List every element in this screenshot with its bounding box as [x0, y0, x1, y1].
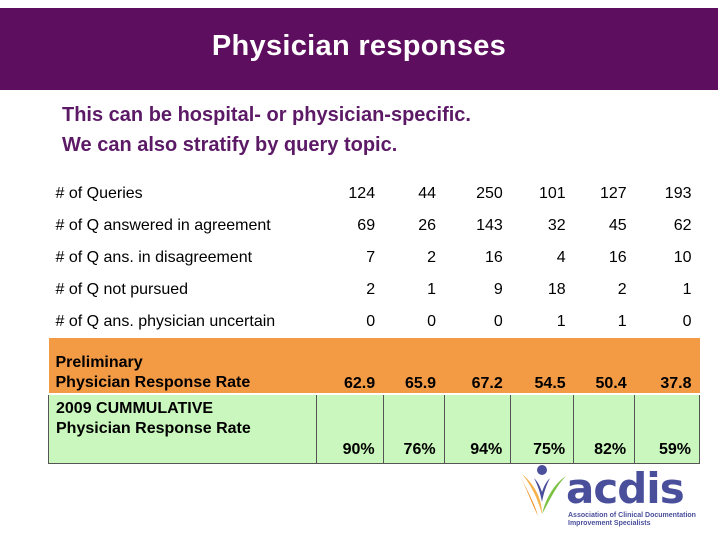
table-cell: 16 — [484, 249, 503, 266]
table-cell: 193 — [664, 185, 692, 202]
table-row: # of Q not pursued 2 1 9 18 2 1 — [49, 274, 700, 306]
table-cell: 0 — [427, 313, 437, 330]
cumulative-rate-cell: 59% — [634, 393, 700, 464]
acdis-logo: acdis Association of Clinical Documentat… — [512, 462, 712, 534]
row-label: # of Q ans. physician uncertain — [55, 313, 276, 330]
table-cell: 9 — [493, 281, 503, 298]
cumulative-rate-cell: 94% — [443, 393, 511, 464]
preliminary-rate-cell: 54.5 — [510, 338, 574, 394]
cumulative-label-line-2: Physician Response Rate — [56, 420, 251, 437]
subtitle: This can be hospital- or physician-speci… — [62, 100, 471, 160]
table-cell: 16 — [608, 249, 627, 266]
preliminary-rate-cell: 37.8 — [634, 338, 700, 394]
table-cell: 62 — [673, 217, 692, 234]
table-cell: 143 — [476, 217, 503, 234]
table-cell: 10 — [673, 249, 692, 266]
table-cell: 44 — [418, 185, 437, 202]
cumulative-rate-cell: 76% — [382, 393, 445, 464]
preliminary-label-line-2: Physician Response Rate — [55, 374, 251, 391]
table-cell: 250 — [476, 185, 503, 202]
table-cell: 2 — [617, 281, 627, 298]
preliminary-rate-cell: 50.4 — [573, 338, 635, 394]
table-cell: 1 — [682, 281, 692, 298]
preliminary-rate-cell: 62.9 — [316, 338, 384, 394]
cumulative-rate-cell: 75% — [510, 393, 574, 464]
table-row: # of Q answered in agreement 69 26 143 3… — [49, 210, 700, 242]
table-row: # of Queries 124 44 250 101 127 193 — [49, 178, 700, 210]
row-label: # of Queries — [55, 185, 143, 202]
logo-wordmark: acdis — [566, 464, 685, 513]
table-cell: 1 — [427, 281, 437, 298]
table-cell: 2 — [427, 249, 437, 266]
preliminary-rate-row: Preliminary Physician Response Rate 62.9… — [48, 338, 700, 394]
table-cell: 124 — [348, 185, 376, 202]
table-cell: 7 — [366, 249, 376, 266]
cumulative-rate-cell: 90% — [315, 393, 384, 464]
table-cell: 1 — [556, 313, 566, 330]
table-cell: 0 — [366, 313, 376, 330]
cumulative-rate-cell: 82% — [573, 393, 635, 464]
table-cell: 4 — [556, 249, 566, 266]
acdis-swoosh-icon — [520, 465, 566, 516]
physician-responses-table: # of Queries 124 44 250 101 127 193 # of… — [48, 178, 700, 464]
row-label: # of Q ans. in disagreement — [55, 249, 253, 266]
table-cell: 32 — [547, 217, 566, 234]
preliminary-rate-cell: 65.9 — [383, 338, 445, 394]
table-cell: 26 — [418, 217, 437, 234]
table-row: # of Q ans. physician uncertain 0 0 0 1 … — [49, 306, 700, 338]
title-bar: Physician responses — [0, 8, 718, 90]
table-cell: 1 — [617, 313, 627, 330]
page-title: Physician responses — [211, 29, 507, 62]
row-label: # of Q answered in agreement — [55, 217, 271, 234]
subtitle-line-2: We can also stratify by query topic. — [62, 134, 398, 156]
preliminary-label-line-1: Preliminary — [55, 354, 143, 371]
cumulative-rate-label: 2009 CUMMULATIVE Physician Response Rate — [48, 393, 317, 464]
preliminary-rate-cell: 67.2 — [444, 338, 511, 394]
table-cell: 2 — [366, 281, 376, 298]
preliminary-rate-label: Preliminary Physician Response Rate — [48, 338, 317, 394]
table-cell: 127 — [599, 185, 627, 202]
table-cell: 0 — [493, 313, 503, 330]
table-cell: 18 — [547, 281, 566, 298]
table-cell: 45 — [608, 217, 627, 234]
table-cell: 0 — [682, 313, 692, 330]
table-cell: 69 — [357, 217, 376, 234]
cumulative-label-line-1: 2009 CUMMULATIVE — [56, 400, 214, 417]
table-cell: 101 — [538, 185, 566, 202]
logo-tagline: Association of Clinical Documentation Im… — [568, 512, 696, 527]
cumulative-rate-row: 2009 CUMMULATIVE Physician Response Rate… — [48, 393, 700, 464]
subtitle-line-1: This can be hospital- or physician-speci… — [62, 104, 471, 126]
row-label: # of Q not pursued — [55, 281, 189, 298]
table-row: # of Q ans. in disagreement 7 2 16 4 16 … — [49, 242, 700, 274]
